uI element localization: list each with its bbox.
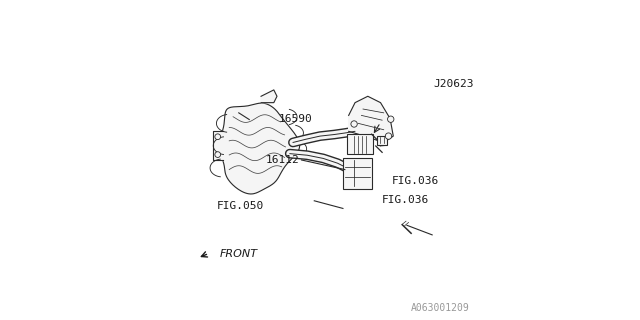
Text: FRONT: FRONT [220, 249, 258, 259]
Text: 16112: 16112 [266, 155, 300, 165]
FancyBboxPatch shape [348, 134, 373, 155]
Circle shape [215, 152, 221, 157]
Text: FIG.036: FIG.036 [392, 176, 439, 186]
FancyBboxPatch shape [343, 158, 372, 189]
Circle shape [388, 116, 394, 123]
Polygon shape [213, 131, 223, 160]
Text: FIG.050: FIG.050 [216, 201, 264, 211]
Circle shape [385, 133, 392, 139]
Text: 16590: 16590 [278, 114, 312, 124]
Circle shape [215, 134, 221, 140]
Text: FIG.036: FIG.036 [382, 195, 429, 205]
Text: J20623: J20623 [433, 78, 474, 89]
Polygon shape [220, 103, 300, 194]
Text: A063001209: A063001209 [411, 303, 470, 313]
Circle shape [351, 121, 357, 127]
Polygon shape [261, 90, 277, 103]
Polygon shape [349, 96, 394, 142]
FancyBboxPatch shape [377, 136, 387, 145]
